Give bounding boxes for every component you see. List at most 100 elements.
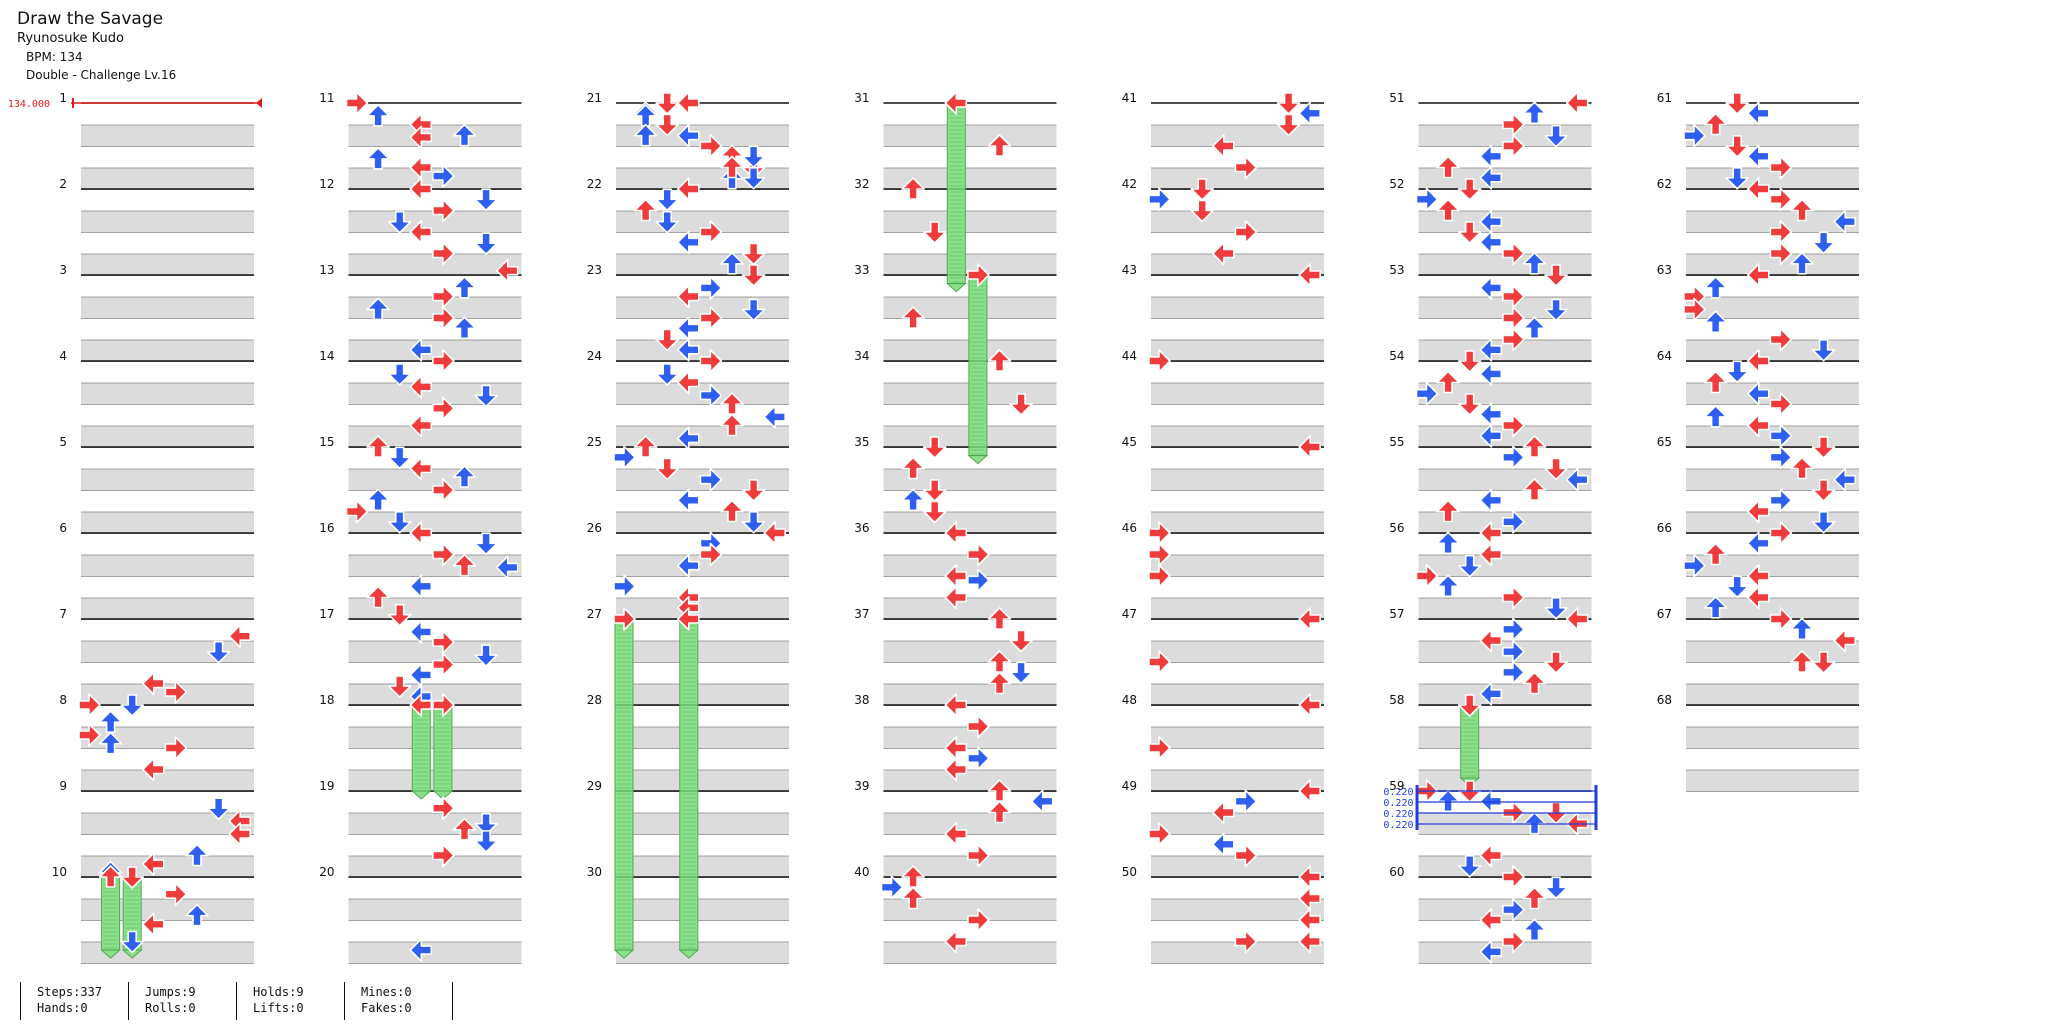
beat-band — [81, 297, 254, 319]
arrow-shape — [1457, 178, 1482, 201]
arrow-note — [1769, 241, 1793, 266]
measure-number: 12 — [319, 177, 334, 191]
arrow-note — [142, 912, 165, 937]
beat-band — [1418, 598, 1592, 620]
arrow-shape — [206, 797, 231, 821]
beat-band — [1686, 211, 1859, 233]
arrow-shape — [1479, 628, 1503, 653]
arrow-note — [1703, 276, 1728, 299]
beat-band — [81, 146, 254, 168]
arrow-shape — [1769, 155, 1793, 180]
arrow-note — [1522, 886, 1547, 910]
beat-band — [81, 426, 254, 448]
arrow-note — [763, 405, 787, 429]
arrow-shape — [987, 800, 1012, 824]
beat-band — [1686, 232, 1859, 254]
arrow-shape — [1769, 327, 1793, 352]
arrow-shape — [633, 435, 658, 458]
arrow-note — [901, 306, 925, 329]
beat-band — [616, 619, 789, 641]
arrow-note — [432, 652, 455, 677]
arrow-shape — [1479, 424, 1503, 448]
measure-number: 27 — [587, 607, 602, 621]
arrow-note — [1148, 187, 1171, 212]
arrow-shape — [720, 499, 744, 523]
arrow-shape — [1436, 155, 1460, 179]
arrow-shape — [409, 456, 433, 481]
beat-band — [81, 512, 254, 534]
beat-band — [616, 340, 789, 362]
beat-band — [616, 856, 789, 878]
arrow-note — [987, 800, 1012, 824]
arrow-shape — [185, 843, 209, 867]
arrow-shape — [432, 542, 455, 567]
measure-number: 66 — [1657, 521, 1672, 535]
hold-tail — [678, 949, 700, 959]
beat-band — [1151, 232, 1324, 254]
arrow-note — [944, 91, 968, 115]
arrow-shape — [1190, 199, 1214, 223]
arrow-shape — [944, 757, 968, 782]
beat-band — [81, 490, 254, 512]
arrow-note — [1212, 832, 1235, 857]
beat-band — [1151, 254, 1324, 276]
beat-band — [883, 533, 1057, 555]
beat-band — [1418, 168, 1592, 190]
beat-band — [348, 340, 522, 362]
arrow-note — [613, 607, 636, 631]
arrow-note — [1544, 457, 1568, 481]
arrow-shape — [164, 882, 188, 907]
beat-band — [1418, 469, 1592, 491]
beat-band — [81, 727, 254, 749]
arrow-shape — [1479, 230, 1503, 255]
beat-band — [1151, 748, 1324, 770]
arrow-shape — [676, 488, 700, 513]
arrow-shape — [1234, 155, 1258, 180]
beat-band — [1151, 619, 1324, 641]
stop-bracket-left — [1415, 785, 1419, 830]
arrow-note — [1502, 585, 1525, 610]
arrow-shape — [1725, 360, 1749, 384]
arrow-note — [1544, 124, 1568, 148]
beat-band — [81, 533, 254, 555]
arrow-note — [944, 521, 968, 545]
beat-band — [1151, 211, 1324, 233]
arrow-shape — [922, 436, 947, 459]
beat-band — [1151, 877, 1324, 899]
arrow-note — [1833, 209, 1856, 234]
arrow-shape — [228, 822, 251, 846]
stat-rolls: Rolls:0 — [145, 1001, 196, 1015]
arrow-shape — [1811, 231, 1836, 255]
arrow-note — [1415, 381, 1439, 406]
measure-number: 39 — [854, 779, 869, 793]
arrow-note — [409, 125, 433, 150]
beat-band — [348, 942, 522, 964]
stop-label: 0.220 — [1383, 809, 1413, 820]
arrow-shape — [967, 542, 990, 567]
arrow-note — [1190, 178, 1214, 201]
measure-number: 9 — [59, 779, 67, 793]
arrow-note — [720, 252, 744, 275]
arrow-shape — [98, 731, 123, 755]
beat-band — [616, 318, 789, 340]
arrow-shape — [741, 264, 766, 287]
arrow-shape — [1234, 843, 1258, 868]
beat-band — [1418, 125, 1592, 147]
measure-number: 29 — [587, 779, 602, 793]
arrow-note — [1502, 327, 1525, 352]
arrow-note — [164, 736, 188, 760]
arrow-note — [1234, 789, 1258, 814]
beat-band — [348, 533, 522, 555]
beat-band — [1151, 920, 1324, 942]
beat-band — [616, 512, 789, 534]
beat-band — [81, 834, 254, 856]
stats-col-3: Holds:9 Lifts:0 — [236, 982, 344, 1020]
arrow-note — [432, 478, 455, 502]
arrow-note — [1457, 554, 1482, 578]
arrow-note — [452, 316, 477, 340]
measure-number: 22 — [587, 177, 602, 191]
arrow-note — [366, 147, 390, 170]
beat-band — [81, 275, 254, 297]
beat-band — [616, 813, 789, 835]
arrow-shape — [495, 258, 519, 283]
